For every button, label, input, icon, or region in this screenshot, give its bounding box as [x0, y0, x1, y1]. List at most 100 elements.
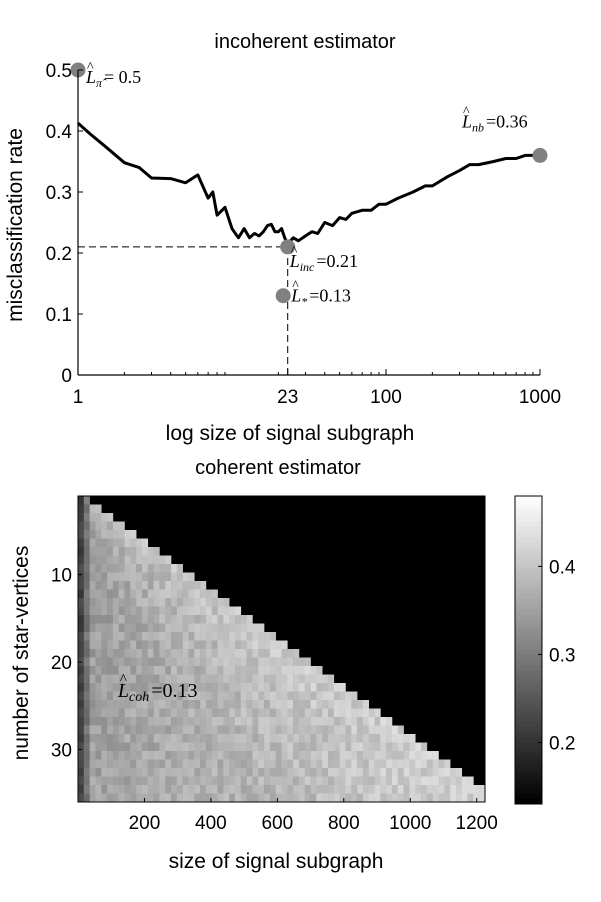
- heatmap-cell: [473, 785, 480, 794]
- heatmap-cell: [357, 785, 364, 794]
- heatmap-cell: [101, 589, 108, 599]
- heatmap-cell: [107, 589, 114, 599]
- colorbar-segment: [515, 516, 542, 523]
- heatmap-cell: [444, 768, 451, 777]
- heatmap-cell: [89, 708, 96, 718]
- marker-point: [275, 288, 291, 304]
- heatmap-cell: [78, 691, 85, 701]
- heatmap-cell: [264, 691, 271, 701]
- heatmap-cell: [269, 776, 276, 786]
- heatmap-cell: [188, 725, 195, 735]
- heatmap-cell: [403, 742, 410, 752]
- heatmap-cell: [293, 776, 300, 786]
- heatmap-cell: [234, 606, 242, 616]
- heatmap-cell: [95, 513, 102, 522]
- heatmap-cell: [322, 691, 329, 701]
- heatmap-cell: [101, 666, 108, 675]
- heatmap-cell: [362, 700, 370, 709]
- heatmap-cell: [316, 785, 323, 794]
- heatmap-cell: [246, 615, 253, 624]
- heatmap-cell: [194, 615, 201, 624]
- heatmap-cell: [159, 725, 166, 735]
- heatmap-cell: [211, 632, 218, 641]
- heatmap-cell: [205, 606, 213, 616]
- heatmap-cell: [147, 734, 154, 743]
- heatmap-cell: [357, 751, 364, 760]
- heatmap-cell: [101, 717, 108, 726]
- colorbar-tick-label: 0.2: [549, 733, 575, 754]
- heatmap-cell: [188, 598, 195, 607]
- heatmap-cell: [101, 513, 108, 522]
- heatmap-cell: [118, 649, 125, 658]
- heatmap-cell: [171, 666, 178, 675]
- heatmap-cell: [293, 717, 300, 726]
- heatmap-cell: [112, 623, 119, 633]
- heatmap-cell: [205, 734, 213, 743]
- heatmap-cell: [328, 751, 335, 760]
- heatmap-cell: [322, 751, 329, 760]
- heatmap-cell: [368, 776, 375, 786]
- heatmap-cell: [112, 657, 119, 667]
- heatmap-cell: [310, 785, 317, 794]
- heatmap-cell: [397, 742, 404, 752]
- heatmap-cell: [153, 785, 160, 794]
- heatmap-cell: [281, 649, 288, 658]
- heatmap-cell: [107, 725, 114, 735]
- heatmap-cell: [351, 717, 358, 726]
- heatmap-cell: [182, 700, 189, 709]
- heatmap-cell: [147, 640, 154, 650]
- heatmap-cell: [351, 691, 358, 701]
- heatmap-cell: [124, 530, 131, 539]
- heatmap-cell: [298, 776, 306, 786]
- heatmap-cell: [205, 776, 213, 786]
- heatmap-cell: [112, 666, 119, 675]
- heatmap-cell: [211, 700, 218, 709]
- heatmap-cell: [171, 564, 178, 573]
- heatmap-cell: [304, 751, 311, 760]
- heatmap-cell: [159, 708, 166, 718]
- heatmap-cell: [200, 751, 207, 760]
- heatmap-cell: [432, 768, 439, 777]
- heatmap-cell: [223, 691, 230, 701]
- colorbar-segment: [515, 727, 542, 733]
- heatmap-cell: [159, 666, 166, 675]
- heatmap-cell: [165, 581, 172, 590]
- heatmap-cell: [281, 683, 288, 692]
- heatmap-cell: [281, 674, 288, 684]
- heatmap-cell: [223, 768, 230, 777]
- heatmap-cell: [205, 623, 213, 633]
- heatmap-cell: [234, 615, 242, 624]
- heatmap-cell: [345, 768, 352, 777]
- colorbar-segment: [515, 660, 542, 666]
- heatmap-cell: [223, 734, 230, 743]
- heatmap-cell: [403, 768, 410, 777]
- heatmap-cell: [171, 615, 178, 624]
- colorbar-segment: [515, 716, 542, 723]
- heatmap-cell: [147, 785, 154, 794]
- heatmap-cell: [83, 496, 90, 505]
- heatmap-cell: [421, 759, 428, 769]
- heatmap-cell: [95, 776, 102, 786]
- heatmap-cell: [101, 657, 108, 667]
- heatmap-cell: [287, 708, 294, 718]
- heatmap-cell: [403, 785, 410, 794]
- heatmap-cell: [153, 717, 160, 726]
- heatmap-cell: [101, 649, 108, 658]
- x-tick-label: 100: [370, 387, 402, 408]
- heatmap-cell: [275, 734, 282, 743]
- heatmap-cell: [316, 759, 323, 769]
- heatmap-cell: [432, 751, 439, 760]
- heatmap-cell: [159, 615, 166, 624]
- heatmap-cell: [124, 776, 131, 786]
- series-line: [77, 121, 540, 246]
- colorbar-segment: [515, 665, 542, 671]
- heatmap-cell: [83, 666, 90, 675]
- heatmap-cell: [89, 734, 96, 743]
- heatmap-cell: [165, 589, 172, 599]
- heatmap-cell: [223, 700, 230, 709]
- hat-accent: ^: [87, 60, 94, 75]
- heatmap-cell: [264, 717, 271, 726]
- heatmap-cell: [234, 649, 242, 658]
- heatmap-cell: [316, 666, 323, 675]
- heatmap-cell: [217, 708, 224, 718]
